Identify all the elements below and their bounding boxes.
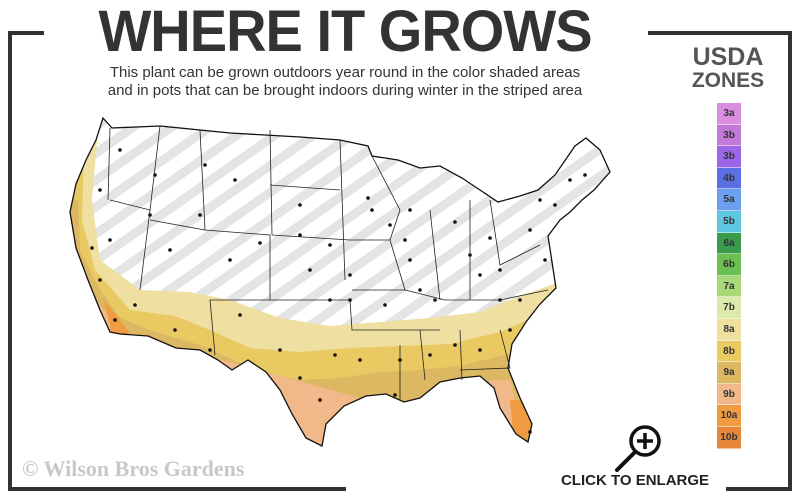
city-dot [113, 318, 117, 322]
city-dot [208, 348, 212, 352]
frame-top-left [8, 31, 44, 35]
zone-swatch-10a: 10a [717, 405, 741, 427]
city-dot [348, 298, 352, 302]
subtitle-line-2: and in pots that can be brought indoors … [107, 82, 583, 99]
city-dot [258, 241, 262, 245]
city-dot [388, 223, 392, 227]
city-dot [403, 238, 407, 242]
city-dot [328, 298, 332, 302]
zone-swatch-8b: 8b [717, 340, 741, 363]
frame-top-right [648, 31, 792, 35]
zone-swatch-5b: 5b [717, 210, 741, 233]
city-dot [333, 353, 337, 357]
city-dot [478, 273, 482, 277]
zone-swatch-3b: 3b [717, 124, 741, 147]
city-dot [583, 173, 587, 177]
city-dot [366, 196, 370, 200]
city-dot [568, 178, 572, 182]
city-dot [298, 376, 302, 380]
city-dot [108, 238, 112, 242]
zone-swatch-9b: 9b [717, 383, 741, 406]
city-dot [453, 343, 457, 347]
city-dot [148, 213, 152, 217]
city-dot [358, 358, 362, 362]
zone-swatch-3b: 3b [717, 146, 741, 168]
frame-right [788, 31, 792, 491]
city-dot [528, 228, 532, 232]
click-to-enlarge-button[interactable]: CLICK TO ENLARGE [540, 420, 730, 492]
city-dot [393, 393, 397, 397]
city-dot [168, 248, 172, 252]
city-dot [408, 208, 412, 212]
city-dot [233, 178, 237, 182]
city-dot [298, 203, 302, 207]
subtitle-line-1: This plant can be grown outdoors year ro… [109, 64, 581, 81]
city-dot [133, 303, 137, 307]
city-dot [433, 298, 437, 302]
zone-swatch-3a: 3a [717, 103, 741, 125]
page-title: WHERE IT GROWS [98, 0, 592, 64]
city-dot [428, 353, 432, 357]
city-dot [528, 430, 532, 434]
city-dot [298, 233, 302, 237]
city-dot [498, 298, 502, 302]
frame-bottom-right [726, 487, 792, 491]
zone-swatch-7a: 7a [717, 275, 741, 298]
city-dot [198, 213, 202, 217]
zone-swatch-9a: 9a [717, 362, 741, 384]
city-dot [538, 198, 542, 202]
city-dot [90, 246, 94, 250]
city-dot [328, 243, 332, 247]
city-dot [488, 236, 492, 240]
city-dot [228, 258, 232, 262]
city-dot [418, 288, 422, 292]
city-dot [238, 313, 242, 317]
zone-swatch-10b: 10b [717, 426, 741, 449]
zone-swatch-5a: 5a [717, 189, 741, 211]
usda-zones-title: USDA ZONES [678, 44, 778, 92]
usda-zones-title-line-2: ZONES [691, 69, 765, 92]
city-dot [468, 253, 472, 257]
zone-swatch-8a: 8a [717, 318, 741, 341]
subtitle: This plant can be grown outdoors year ro… [60, 64, 630, 100]
zone-legend: 3a 3b 3b 4b 5a 5b 6a 6b 7a 7b 8a 8b 9a 9b 10a 10b [717, 103, 741, 449]
city-dot [508, 328, 512, 332]
city-dot [383, 303, 387, 307]
city-dot [118, 148, 122, 152]
city-dot [478, 348, 482, 352]
city-dot [543, 258, 547, 262]
city-dot [348, 273, 352, 277]
city-dot [153, 173, 157, 177]
city-dot [203, 163, 207, 167]
city-dot [173, 328, 177, 332]
state-borders [107, 125, 549, 400]
magnifier-plus-icon [615, 425, 661, 472]
city-dot [98, 278, 102, 282]
zone-swatch-4b: 4b [717, 167, 741, 190]
city-dot [370, 208, 374, 212]
zone-swatch-7b: 7b [717, 297, 741, 319]
copyright-watermark: © Wilson Bros Gardens [22, 456, 245, 481]
click-to-enlarge-label: CLICK TO ENLARGE [560, 472, 710, 489]
city-dot [553, 203, 557, 207]
city-dot [518, 298, 522, 302]
city-dot [278, 348, 282, 352]
city-dot [498, 268, 502, 272]
frame-left [8, 31, 12, 491]
zone-swatch-6a: 6a [717, 232, 741, 255]
city-dot [398, 358, 402, 362]
usda-zones-title-line-1: USDA [692, 43, 764, 71]
city-dot [308, 268, 312, 272]
frame-bottom-left [8, 487, 346, 491]
zone-swatch-6b: 6b [717, 254, 741, 276]
city-dot [318, 398, 322, 402]
city-dot [408, 258, 412, 262]
city-dot [98, 188, 102, 192]
city-dot [453, 220, 457, 224]
